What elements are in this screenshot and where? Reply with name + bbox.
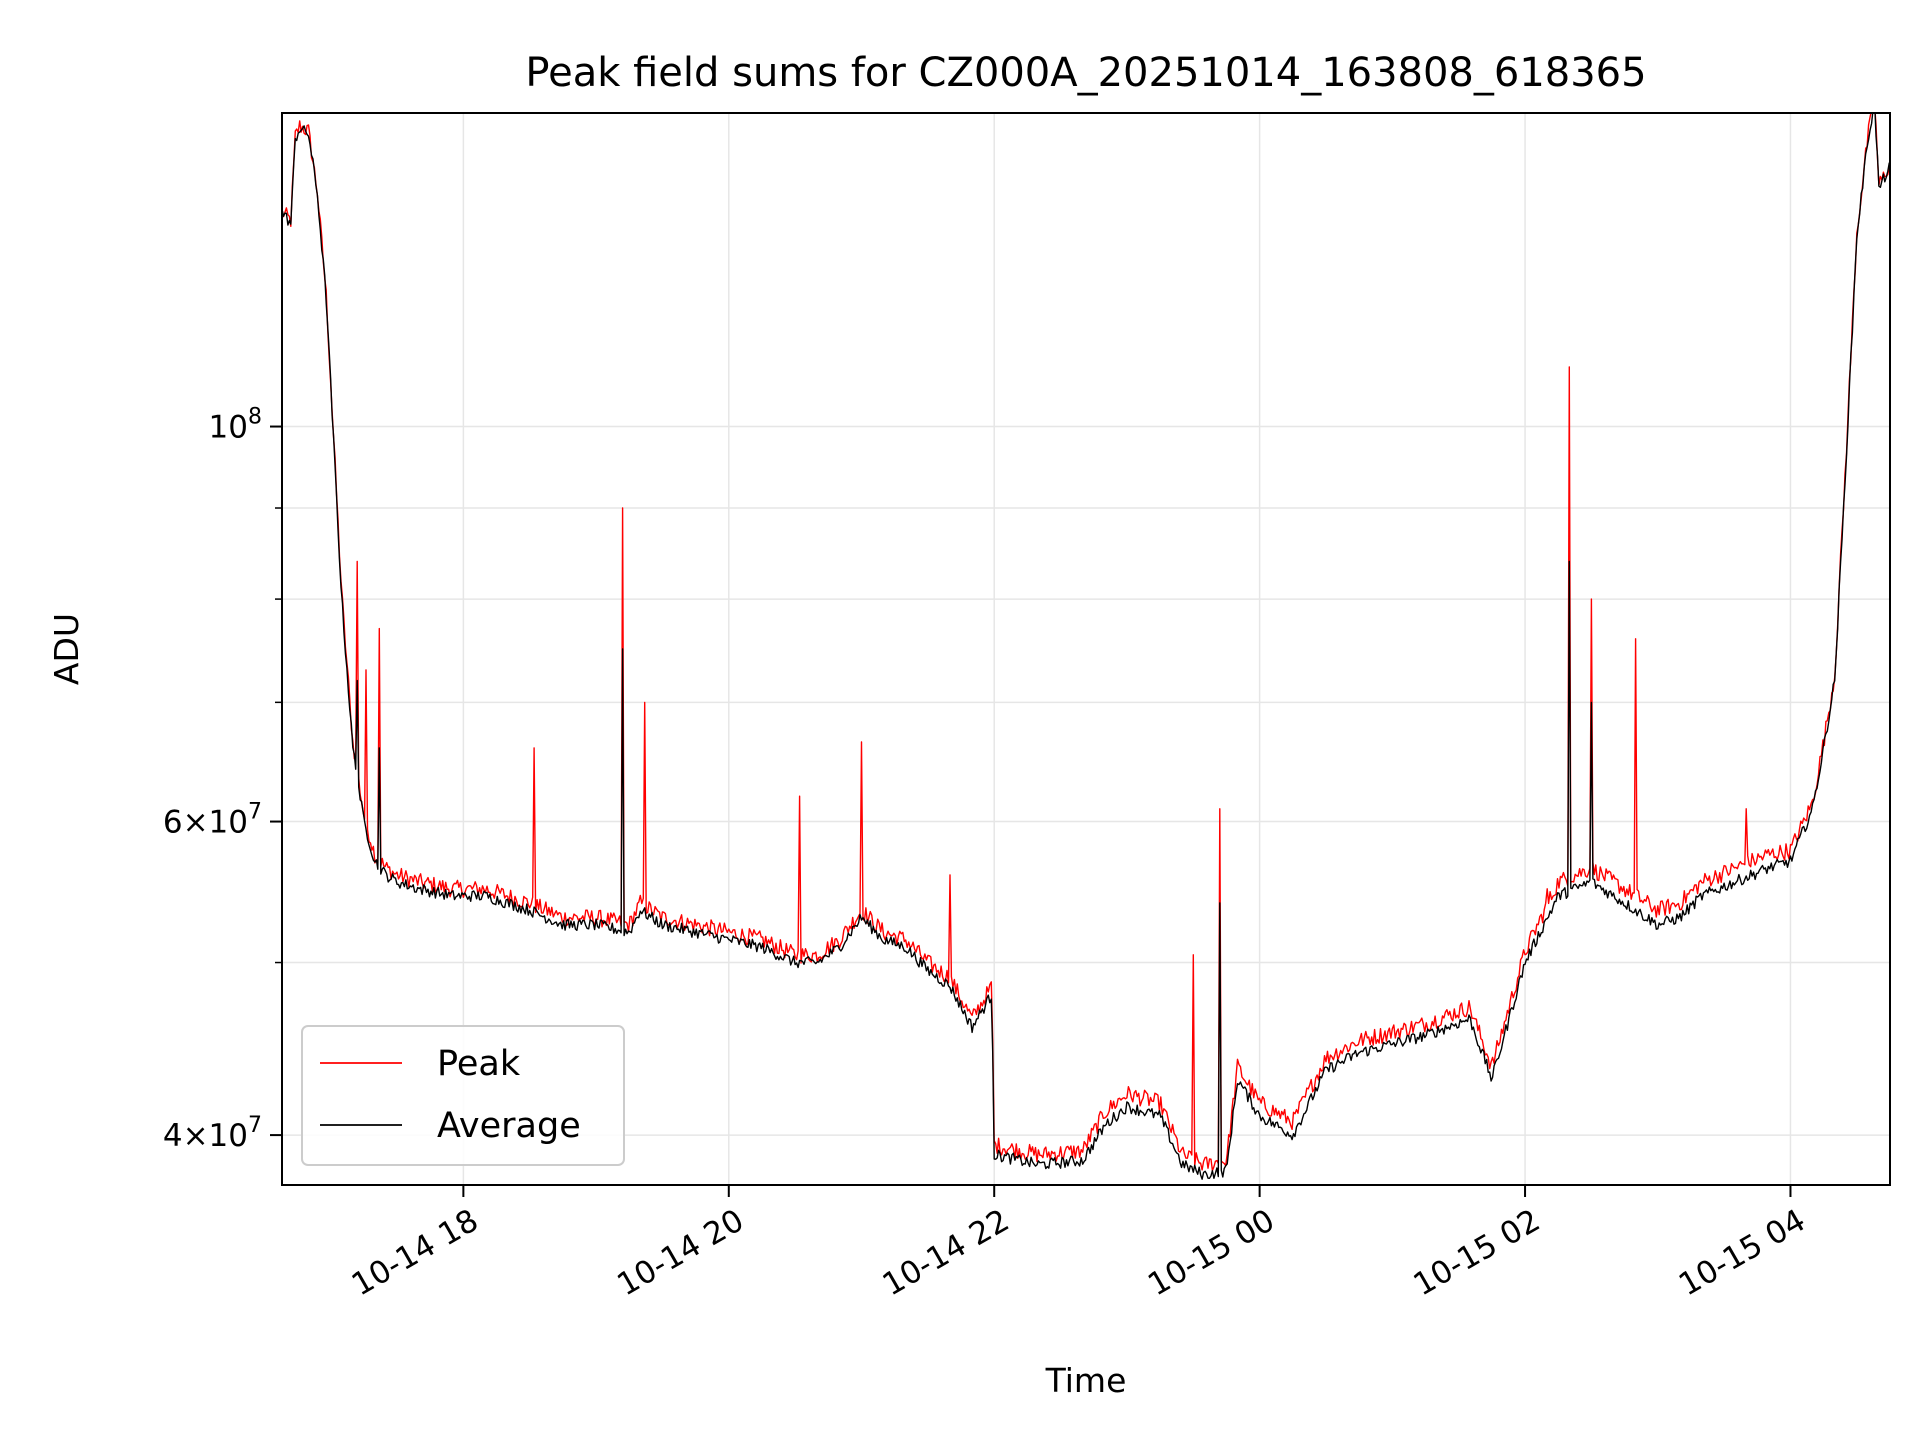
series-inner — [282, 113, 1890, 1180]
y-tick-exponent: 7 — [248, 1113, 262, 1138]
y-axis-ticks: 4×107 6×107 108 — [163, 405, 282, 1154]
legend: Peak Average — [301, 1025, 625, 1166]
chart-title: Peak field sums for CZ000A_20251014_1638… — [525, 50, 1646, 96]
legend-label-average: Average — [437, 1106, 581, 1146]
y-tick-label: 108 — [209, 405, 262, 446]
plot-frame — [281, 112, 1891, 1186]
x-axis-label: Time — [1045, 1361, 1127, 1400]
y-tick-mantissa: 4 — [163, 1118, 183, 1154]
series-line-average — [282, 113, 1890, 1180]
legend-box — [301, 1025, 625, 1166]
legend-label-peak: Peak — [437, 1044, 521, 1084]
y-tick-label: 6×107 — [163, 800, 262, 841]
y-tick-mantissa: 6 — [163, 805, 183, 841]
series-line-peak — [282, 113, 1890, 1172]
series-group — [282, 113, 1890, 1180]
plot-clip — [282, 113, 1890, 1180]
y-axis-label: ADU — [47, 613, 86, 685]
y-tick-exponent: 7 — [248, 800, 262, 825]
y-tick-label: 4×107 — [163, 1113, 262, 1154]
y-tick-exponent: 8 — [248, 405, 262, 430]
grid — [282, 113, 1890, 1185]
